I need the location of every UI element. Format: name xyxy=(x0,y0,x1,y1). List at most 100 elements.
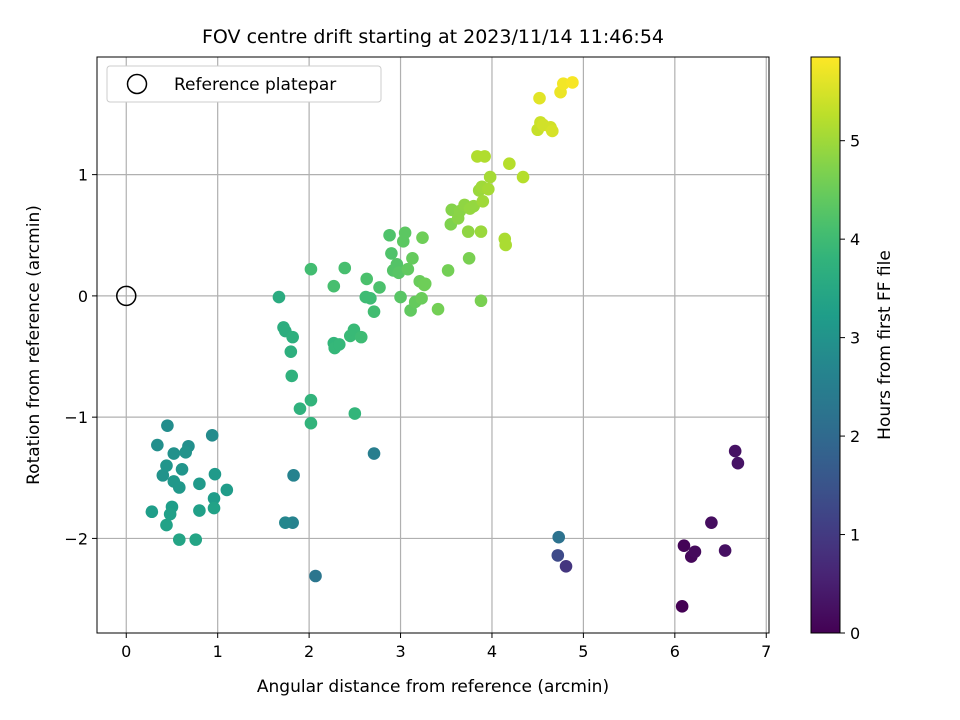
data-point xyxy=(418,277,432,291)
x-tick-label: 4 xyxy=(487,642,497,661)
data-point xyxy=(160,518,173,532)
data-point xyxy=(385,247,398,260)
data-point xyxy=(304,262,318,276)
data-point xyxy=(516,170,530,184)
data-point xyxy=(552,530,566,544)
y-tick-label: 1 xyxy=(78,166,88,185)
colorbar-tick-label: 0 xyxy=(850,624,860,643)
data-point xyxy=(677,539,691,552)
y-tick-label: 0 xyxy=(78,287,88,306)
data-point xyxy=(338,261,352,275)
plot-frame xyxy=(96,56,770,634)
colorbar-tick-label: 1 xyxy=(850,526,860,545)
data-point xyxy=(145,505,159,519)
data-point xyxy=(499,238,512,252)
colorbar-tick-label: 2 xyxy=(850,427,860,446)
data-point xyxy=(373,281,386,294)
data-point xyxy=(731,456,745,470)
data-point xyxy=(304,416,318,430)
data-point xyxy=(287,469,300,482)
data-point xyxy=(272,290,286,304)
colorbar-ticks: 0 1 2 3 4 5 xyxy=(840,132,860,643)
colorbar-tick-label: 4 xyxy=(850,230,860,249)
data-point xyxy=(172,533,186,546)
data-point xyxy=(401,262,415,276)
data-point xyxy=(205,429,219,442)
data-point xyxy=(416,231,429,244)
grid-lines xyxy=(97,57,769,633)
chart-title: FOV centre drift starting at 2023/11/14 … xyxy=(202,26,664,48)
data-point xyxy=(309,569,322,583)
data-point xyxy=(151,438,164,452)
x-tick-label: 0 xyxy=(121,642,131,661)
data-point xyxy=(441,264,455,277)
colorbar-gradient xyxy=(810,56,841,634)
data-point xyxy=(566,76,579,89)
y-tick-label: −2 xyxy=(64,529,88,548)
reference-platepar-marker xyxy=(116,285,137,307)
data-point xyxy=(208,467,222,481)
colorbar-tick-label: 5 xyxy=(850,132,860,151)
colorbar-tick-label: 3 xyxy=(850,329,860,348)
colorbar: 0 1 2 3 4 5 Hours from first FF file xyxy=(810,56,895,643)
legend-box xyxy=(106,65,382,103)
data-point xyxy=(675,600,689,613)
data-point xyxy=(718,544,732,557)
x-axis-ticks: 0 1 2 3 4 5 6 7 xyxy=(121,633,771,661)
data-point xyxy=(327,279,341,293)
x-tick-label: 7 xyxy=(761,642,771,661)
data-point xyxy=(364,292,377,305)
data-point xyxy=(474,294,488,308)
data-point xyxy=(354,330,368,344)
data-point xyxy=(394,290,407,304)
x-tick-label: 3 xyxy=(395,642,405,661)
y-axis-label: Rotation from reference (arcmin) xyxy=(24,205,44,485)
data-point xyxy=(559,560,573,573)
data-point xyxy=(332,338,346,351)
y-axis-ticks: −2 −1 0 1 xyxy=(64,166,97,548)
data-point xyxy=(207,492,221,505)
legend-marker-reference xyxy=(126,73,148,95)
data-point xyxy=(398,226,412,240)
y-tick-label: −1 xyxy=(64,408,88,427)
data-point xyxy=(175,462,189,476)
data-point xyxy=(189,533,203,546)
data-point xyxy=(156,469,170,482)
data-point xyxy=(360,272,374,286)
data-point xyxy=(383,228,396,242)
legend-label-reference: Reference platepar xyxy=(174,75,336,95)
data-points xyxy=(116,76,745,613)
data-point xyxy=(161,419,174,432)
data-point xyxy=(688,545,702,559)
legend: Reference platepar xyxy=(106,65,382,103)
data-point xyxy=(415,292,428,305)
data-point xyxy=(220,483,234,497)
data-point xyxy=(163,507,177,521)
data-point xyxy=(728,444,742,458)
x-tick-label: 5 xyxy=(578,642,588,661)
data-point xyxy=(462,251,476,265)
colorbar-label: Hours from first FF file xyxy=(875,250,895,440)
data-point xyxy=(476,195,490,208)
data-point xyxy=(474,225,488,238)
data-point xyxy=(285,369,299,383)
data-point xyxy=(533,91,546,105)
x-tick-label: 6 xyxy=(670,642,680,661)
data-point xyxy=(406,251,419,265)
data-point xyxy=(367,447,381,460)
data-point xyxy=(293,402,307,415)
data-point xyxy=(705,516,718,529)
data-point xyxy=(503,157,516,171)
data-point xyxy=(461,225,475,238)
data-point xyxy=(304,393,318,407)
data-point xyxy=(193,504,206,517)
data-point xyxy=(348,407,362,420)
data-point xyxy=(179,446,192,459)
x-tick-label: 1 xyxy=(213,642,223,661)
x-axis-label: Angular distance from reference (arcmin) xyxy=(257,677,609,697)
data-point xyxy=(279,516,292,529)
data-point xyxy=(431,302,445,316)
data-point xyxy=(286,330,299,344)
data-point xyxy=(551,549,565,562)
